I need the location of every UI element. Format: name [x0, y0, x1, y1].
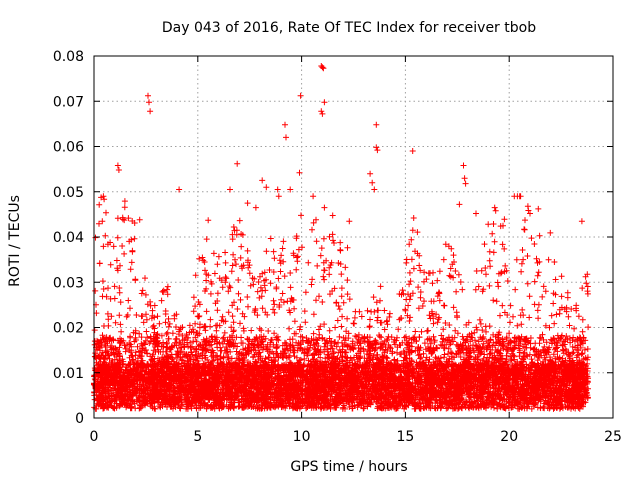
y-tick-label: 0.02 — [53, 321, 84, 337]
chart-title: Day 043 of 2016, Rate Of TEC Index for r… — [162, 20, 536, 36]
axis-ticks — [93, 55, 614, 419]
y-tick-label: 0.03 — [53, 275, 84, 291]
y-axis-tick-labels: 0 0.01 0.02 0.03 0.04 0.05 0.06 0.07 0.08 — [53, 49, 84, 427]
y-tick-label: 0.01 — [53, 366, 84, 382]
data-points — [91, 63, 592, 412]
y-tick-label: 0.04 — [53, 230, 84, 246]
x-tick-label: 20 — [500, 429, 518, 445]
y-tick-label: 0 — [75, 411, 84, 427]
roti-data-points — [91, 63, 592, 412]
y-axis-label: ROTI / TECUs — [7, 195, 23, 287]
x-tick-label: 5 — [193, 429, 202, 445]
x-tick-label: 25 — [604, 429, 622, 445]
y-tick-label: 0.07 — [53, 94, 84, 110]
x-axis-label: GPS time / hours — [290, 459, 407, 475]
x-axis-tick-labels: 0 5 10 15 20 25 — [90, 429, 622, 445]
y-tick-label: 0.08 — [53, 49, 84, 65]
y-tick-label: 0.05 — [53, 185, 84, 201]
x-tick-label: 10 — [293, 429, 311, 445]
y-tick-label: 0.06 — [53, 140, 84, 156]
x-tick-label: 0 — [90, 429, 99, 445]
x-tick-label: 15 — [396, 429, 414, 445]
